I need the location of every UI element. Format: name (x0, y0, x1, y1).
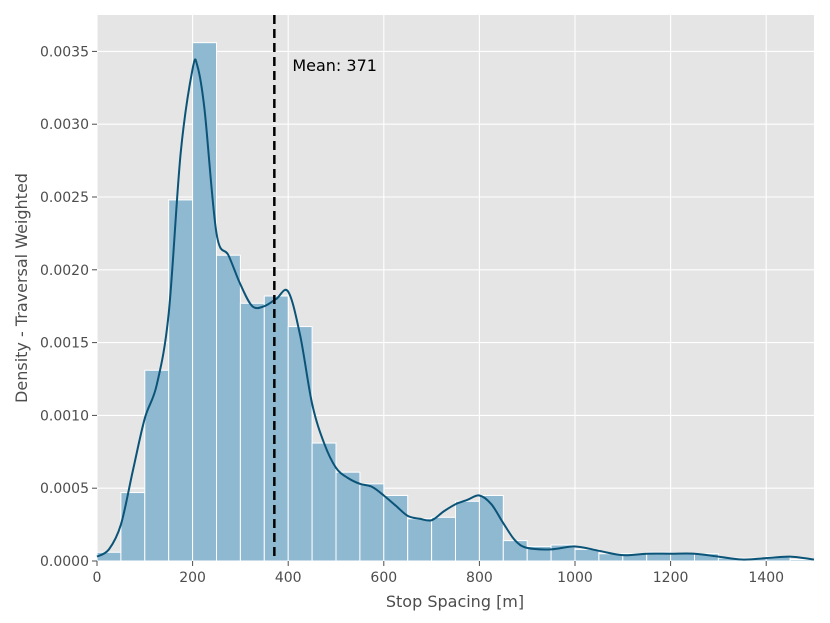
x-tick-label: 400 (275, 570, 302, 586)
y-tick-label: 0.0030 (40, 117, 89, 133)
histogram-bar (120, 492, 146, 562)
x-axis-label: Stop Spacing [m] (386, 592, 524, 611)
x-tick-label: 1000 (557, 570, 593, 586)
histogram-bar (407, 518, 433, 562)
y-tick-label: 0.0000 (40, 554, 89, 570)
y-axis-label: Density - Traversal Weighted (12, 173, 31, 403)
histogram-bar (287, 326, 313, 562)
y-tick-label: 0.0025 (40, 190, 89, 206)
x-tick-label: 1400 (748, 570, 784, 586)
x-tick-label: 200 (179, 570, 206, 586)
kde-curve (96, 58, 815, 561)
histogram-bar (168, 199, 194, 562)
y-tick-label: 0.0010 (40, 408, 89, 424)
histogram-bar (216, 254, 241, 562)
histogram-bar (502, 540, 528, 562)
histogram-bar (335, 471, 361, 562)
x-tick-label: 600 (370, 570, 397, 586)
histogram-bar (789, 559, 815, 562)
y-tick-label: 0.0035 (40, 44, 89, 60)
histogram-bar (239, 302, 265, 562)
histogram-bar (455, 500, 480, 562)
histogram-bar (263, 295, 289, 562)
x-axis-ticks: 0 200 400 600 800 1000 1200 1400 (93, 561, 784, 586)
histogram-bar (670, 553, 695, 562)
x-tick-label: 0 (93, 570, 102, 586)
x-tick-label: 1200 (653, 570, 689, 586)
y-tick-label: 0.0020 (40, 263, 89, 279)
histogram-bar (96, 551, 122, 562)
y-tick-label: 0.0015 (40, 336, 89, 352)
y-tick-label: 0.0005 (40, 481, 89, 497)
histogram-bar (431, 516, 457, 562)
histogram-bar (359, 483, 385, 562)
x-tick-label: 800 (466, 570, 493, 586)
y-axis-ticks: 0.0000 0.0005 0.0010 0.0015 0.0020 0.0025 0.00… (40, 44, 97, 570)
histogram-bar (192, 42, 218, 562)
mean-label: Mean: 371 (292, 56, 377, 75)
histogram-bar (144, 369, 170, 562)
